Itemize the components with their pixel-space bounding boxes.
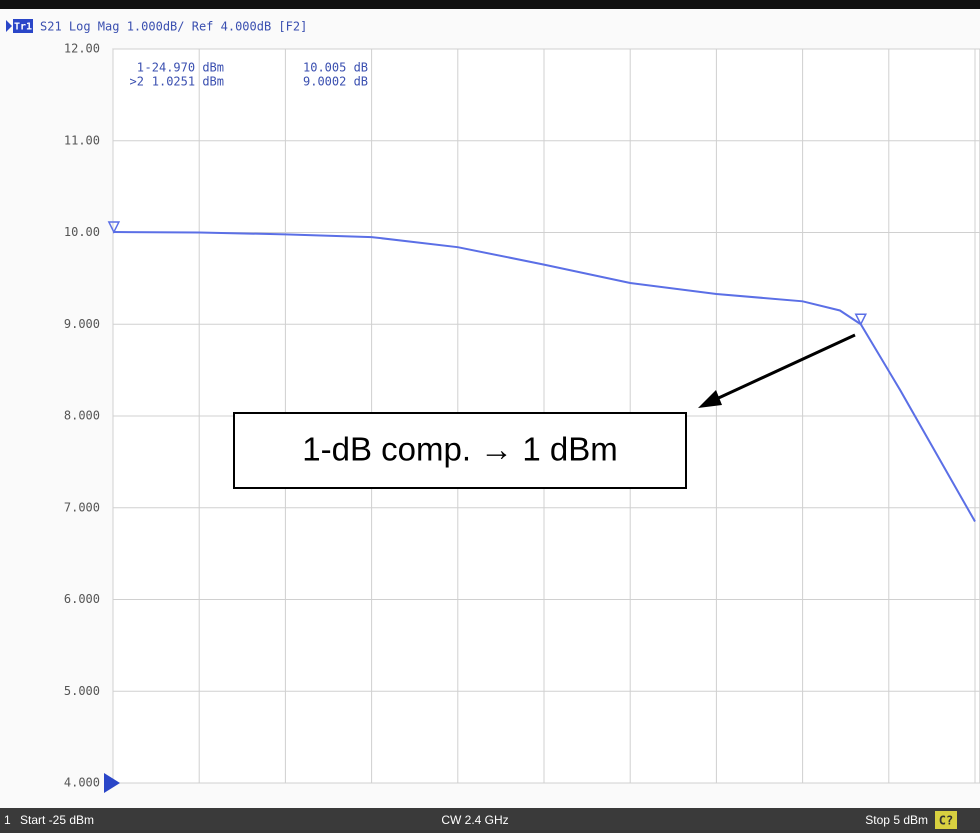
marker <box>107 221 121 234</box>
y-tick-label: 12.00 <box>64 42 100 56</box>
top-bar <box>0 0 980 9</box>
channel: 1 <box>4 813 11 827</box>
y-tick-label: 4.000 <box>64 776 100 790</box>
center-label: CW 2.4 GHz <box>441 813 508 827</box>
annotation-arrow <box>711 333 856 403</box>
trace-badge: Tr1 <box>14 22 32 33</box>
y-tick-label: 6.000 <box>64 592 100 606</box>
marker-readout-y: 10.005 dB <box>303 61 368 75</box>
chart-title: S21 Log Mag 1.000dB/ Ref 4.000dB [F2] <box>40 20 307 34</box>
y-tick-label: 5.000 <box>64 684 100 698</box>
start-label: Start -25 dBm <box>20 813 94 827</box>
y-tick-label: 8.000 <box>64 409 100 423</box>
status-bar <box>0 808 980 833</box>
status-badge-bg <box>935 811 957 829</box>
stop-label: Stop 5 dBm <box>865 813 928 827</box>
marker-readout-x: 1.0251 dBm <box>152 75 224 89</box>
marker-readout-label: 1 <box>137 61 144 75</box>
status-badge: C? <box>939 814 953 828</box>
marker-readout-label: >2 <box>130 75 144 89</box>
y-tick-label: 7.000 <box>64 500 100 514</box>
marker <box>854 313 868 326</box>
trace-pointer <box>6 20 12 32</box>
annotation-box <box>233 412 687 489</box>
y-tick-label: 11.00 <box>64 133 100 147</box>
trace-badge-bg <box>13 19 33 33</box>
reference-marker <box>104 773 120 793</box>
annotation-arrowhead <box>698 390 722 408</box>
y-tick-label: 10.00 <box>64 225 100 239</box>
marker-readout-y: 9.0002 dB <box>303 75 368 89</box>
annotation: 1-dB comp. → 1 dBm <box>302 431 617 468</box>
marker-readout-x: -24.970 dBm <box>145 61 224 75</box>
y-tick-label: 9.000 <box>64 317 100 331</box>
